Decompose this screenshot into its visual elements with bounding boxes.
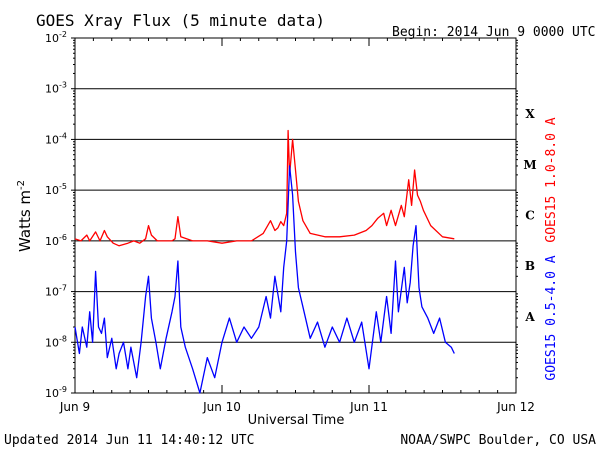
y-axis-label: Watts m-2 <box>16 180 34 252</box>
y-tick-label: 10-4 <box>45 131 67 146</box>
data-series <box>74 129 455 394</box>
grid-lines <box>75 88 516 343</box>
x-tick-label: Jun 9 <box>59 400 90 414</box>
x-tick-label: Jun 12 <box>496 400 535 414</box>
y-axis-label-text: Watts m <box>16 190 34 252</box>
y-tick-label: 10-2 <box>45 30 67 45</box>
x-tick-label: Jun 11 <box>349 400 388 414</box>
updated-timestamp: Updated 2014 Jun 11 14:40:12 UTC <box>4 433 254 448</box>
series-legend: GOES15 1.0-8.0 A GOES15 0.5-4.0 A <box>544 117 559 380</box>
y-tick-label: 10-5 <box>45 182 67 197</box>
y-axis-label-exponent: -2 <box>16 180 27 190</box>
flare-class-labels: X M C B A <box>523 107 536 324</box>
y-tick-label: 10-7 <box>45 284 67 299</box>
x-axis-ticks: Jun 9 Jun 10 Jun 11 Jun 12 <box>59 38 535 414</box>
flare-class-label: B <box>525 259 535 273</box>
flare-class-label: C <box>525 209 535 223</box>
flare-class-label: A <box>524 310 535 324</box>
x-tick-label: Jun 10 <box>202 400 241 414</box>
series-line <box>74 129 455 247</box>
legend-entry: GOES15 0.5-4.0 A <box>544 255 559 380</box>
y-tick-label: 10-3 <box>45 81 67 96</box>
y-tick-label: 10-9 <box>45 385 67 400</box>
chart-title: GOES Xray Flux (5 minute data) <box>36 11 325 30</box>
y-tick-label: 10-6 <box>45 233 67 248</box>
y-axis-ticks: 10-9 10-8 10-7 10-6 10-5 10-4 10-3 10-2 <box>45 30 518 400</box>
flare-class-label: M <box>523 158 536 172</box>
credit-label: NOAA/SWPC Boulder, CO USA <box>400 433 596 448</box>
begin-label: Begin: 2014 Jun 9 0000 UTC <box>392 25 596 40</box>
flare-class-label: X <box>525 107 535 121</box>
series-line <box>74 165 455 394</box>
x-axis-label: Universal Time <box>248 413 345 428</box>
legend-entry: GOES15 1.0-8.0 A <box>544 117 559 242</box>
y-tick-label: 10-8 <box>45 334 67 349</box>
